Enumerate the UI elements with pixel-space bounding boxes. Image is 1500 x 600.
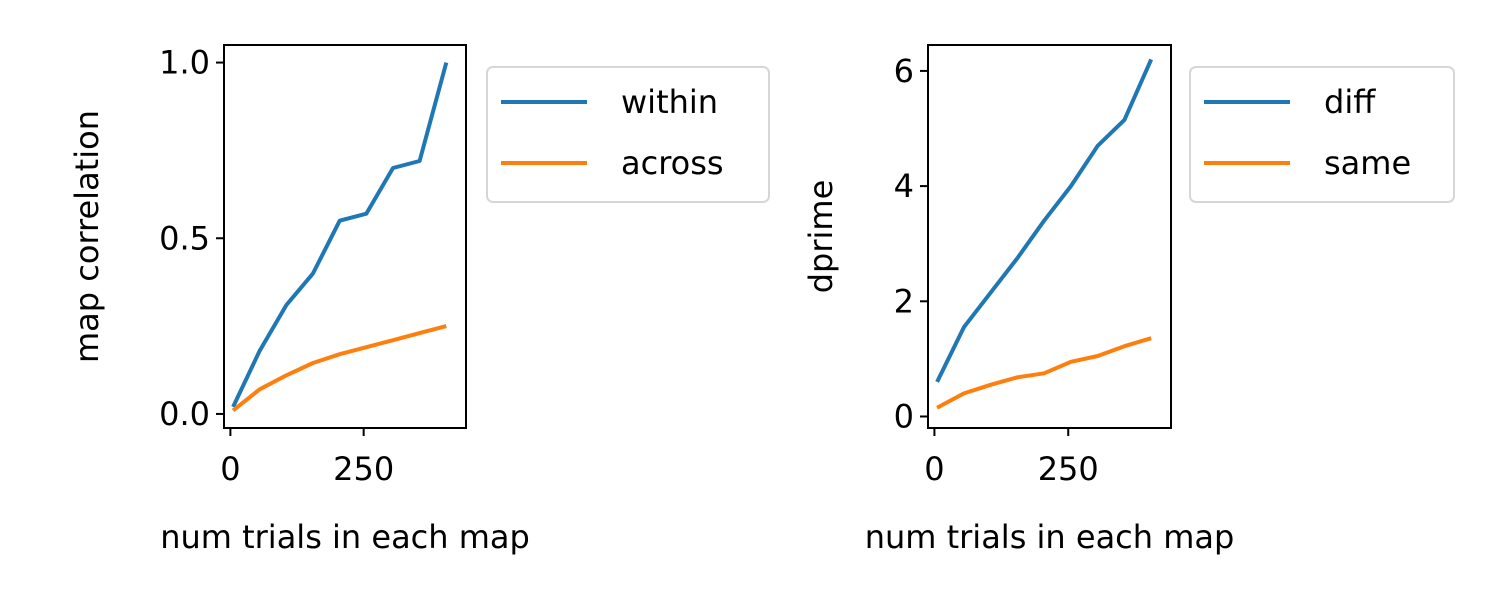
x-axis-label: num trials in each map [160, 518, 530, 556]
plot-frame [223, 44, 467, 429]
legend-box [1189, 66, 1455, 203]
y-tick-label: 0.5 [159, 219, 210, 257]
y-axis-label: dprime [802, 180, 840, 294]
y-tick-label: 4 [894, 167, 914, 205]
x-tick-label: 0 [220, 450, 240, 488]
y-tick-label: 6 [894, 52, 914, 90]
series-line-same [936, 336, 1152, 410]
chart-dprime: 0 250 0 2 4 6 num trials in each map dprime diff… [802, 44, 1455, 556]
legend: within across [486, 66, 770, 203]
series-line-diff [935, 58, 1154, 383]
x-tick-label: 0 [924, 450, 944, 488]
x-tick-label: 250 [333, 450, 394, 488]
legend-label-same: same [1324, 144, 1411, 182]
legend-label-across: across [621, 144, 724, 182]
x-tick-label: 250 [1038, 450, 1099, 488]
series-line-within [231, 62, 449, 408]
legend-label-within: within [621, 83, 718, 121]
chart-map-correlation: 0 250 0.0 0.5 1.0 num trials in each map map c… [68, 44, 770, 556]
y-axis-label: map correlation [68, 110, 106, 363]
legend-label-diff: diff [1324, 83, 1376, 121]
series-line-across [231, 324, 447, 412]
plot-frame [927, 44, 1172, 429]
y-tick-label: 2 [894, 282, 914, 320]
y-tick-label: 0.0 [159, 395, 210, 433]
legend: diff same [1189, 66, 1455, 203]
y-tick-label: 1.0 [159, 44, 210, 82]
x-axis-label: num trials in each map [865, 518, 1235, 556]
y-tick-label: 0 [894, 397, 914, 435]
